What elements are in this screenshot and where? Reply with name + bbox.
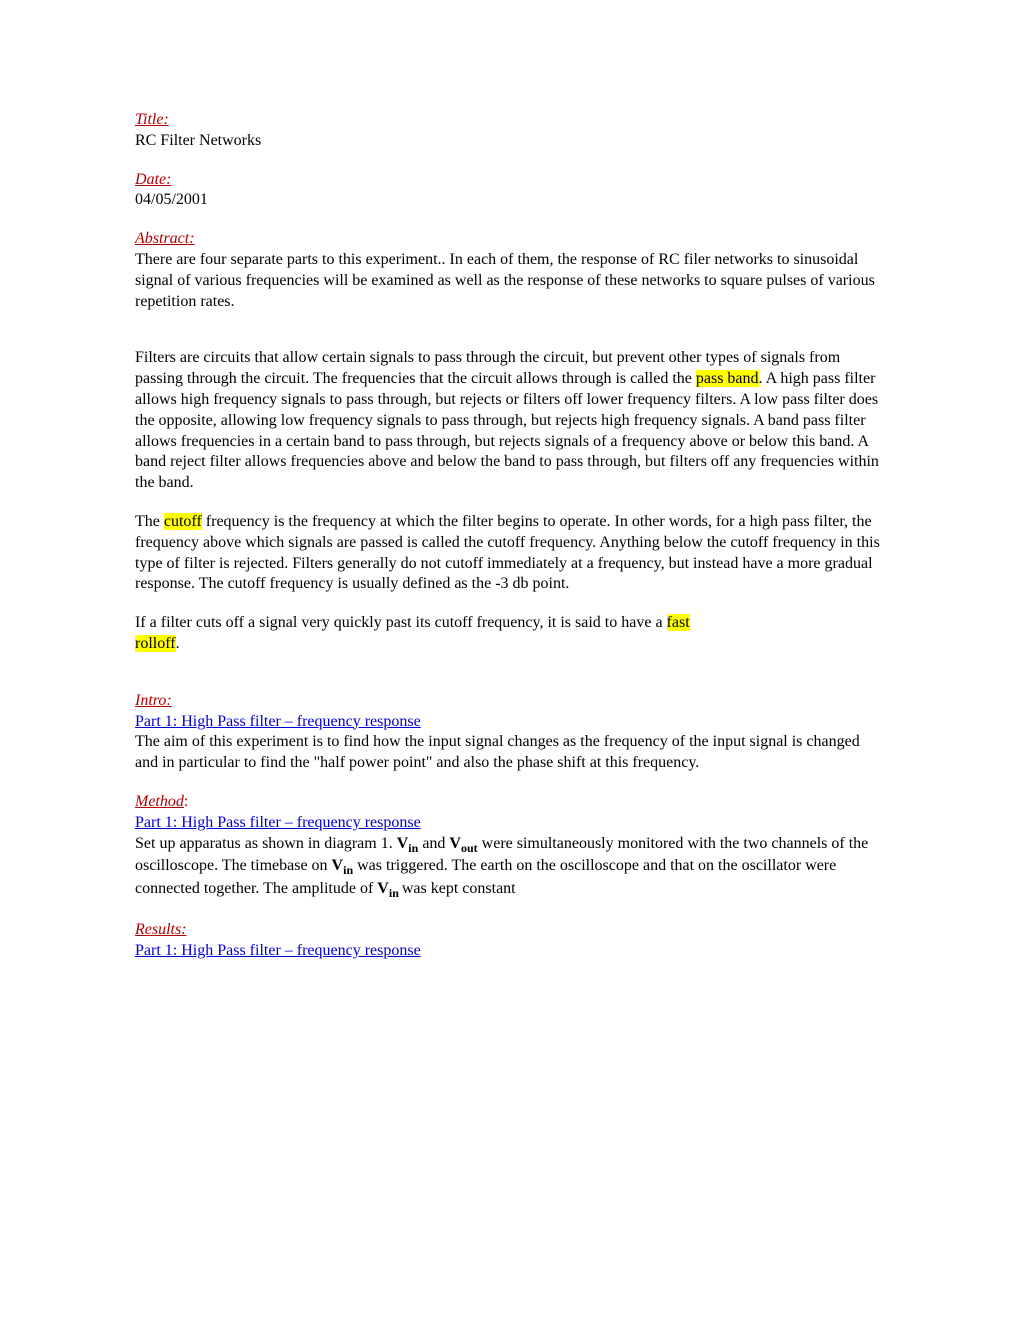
abstract-p3-a: The — [135, 513, 164, 530]
method-p1-e: was kept constant — [402, 880, 516, 897]
results-heading-line: Results: — [135, 920, 885, 941]
highlight-fast: fast — [667, 614, 690, 631]
vin-sub: in — [408, 841, 418, 855]
date-value: 04/05/2001 — [135, 190, 885, 211]
results-part1-heading: Part 1: High Pass filter – frequency res… — [135, 941, 885, 962]
method-heading: Method — [135, 793, 184, 810]
vout-symbol: V — [449, 835, 461, 852]
vout-sub: out — [461, 841, 478, 855]
spacer — [135, 673, 885, 691]
method-p1-a: Set up apparatus as shown in diagram 1. — [135, 835, 397, 852]
vin-symbol: V — [397, 835, 409, 852]
abstract-block: Abstract: There are four separate parts … — [135, 229, 885, 655]
highlight-rolloff: rolloff — [135, 635, 176, 652]
title-value: RC Filter Networks — [135, 131, 885, 152]
abstract-p4-a: If a filter cuts off a signal very quick… — [135, 614, 667, 631]
method-p1: Set up apparatus as shown in diagram 1. … — [135, 834, 885, 902]
method-p1-b: and — [418, 835, 449, 852]
results-block: Results: Part 1: High Pass filter – freq… — [135, 920, 885, 962]
vin2-symbol: V — [332, 857, 344, 874]
document-page: Title: RC Filter Networks Date: 04/05/20… — [0, 0, 1020, 1320]
intro-part1-heading: Part 1: High Pass filter – frequency res… — [135, 712, 885, 733]
vin3-sub: in — [389, 886, 402, 900]
method-heading-colon: : — [184, 793, 188, 810]
date-heading: Date: — [135, 170, 885, 191]
intro-block: Intro: Part 1: High Pass filter – freque… — [135, 691, 885, 774]
title-block: Title: RC Filter Networks — [135, 110, 885, 152]
highlight-cutoff: cutoff — [164, 513, 202, 530]
highlight-pass-band: pass band — [696, 370, 759, 387]
abstract-p2-b: . A high pass filter allows high frequen… — [135, 370, 879, 491]
abstract-p3-b: frequency is the frequency at which the … — [135, 513, 880, 592]
method-heading-line: Method: — [135, 792, 885, 813]
method-block: Method: Part 1: High Pass filter – frequ… — [135, 792, 885, 902]
vin3-symbol: V — [377, 880, 389, 897]
method-part1-heading: Part 1: High Pass filter – frequency res… — [135, 813, 885, 834]
abstract-p4-b: . — [176, 635, 180, 652]
date-block: Date: 04/05/2001 — [135, 170, 885, 212]
spacer — [135, 330, 885, 348]
intro-heading: Intro: — [135, 691, 885, 712]
intro-p1: The aim of this experiment is to find ho… — [135, 732, 885, 774]
title-heading: Title: — [135, 110, 885, 131]
results-heading: Results: — [135, 921, 187, 938]
abstract-p3: The cutoff frequency is the frequency at… — [135, 512, 885, 595]
vin2-sub: in — [343, 863, 353, 877]
abstract-p2: Filters are circuits that allow certain … — [135, 348, 885, 494]
abstract-p1: There are four separate parts to this ex… — [135, 250, 885, 312]
abstract-heading: Abstract: — [135, 229, 885, 250]
abstract-p4: If a filter cuts off a signal very quick… — [135, 613, 885, 655]
